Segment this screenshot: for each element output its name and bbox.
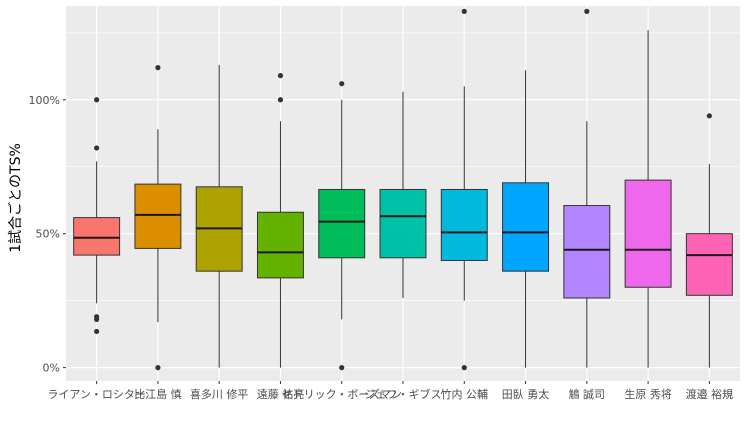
- box-iqr: [502, 182, 550, 272]
- x-tick-label: 竹内 公輔: [441, 387, 489, 401]
- y-tick-label: 50%: [36, 228, 60, 241]
- x-tick-label: 遠藤 祐亮: [257, 387, 305, 401]
- box-iqr: [73, 217, 121, 256]
- outlier-point: [155, 365, 161, 371]
- boxes: [73, 8, 733, 371]
- box-10: [624, 30, 672, 368]
- box-9: [563, 8, 611, 368]
- box-iqr: [440, 188, 488, 261]
- box-8: [502, 70, 550, 368]
- outlier-point: [277, 97, 284, 103]
- outlier-point: [277, 73, 284, 79]
- box-iqr: [318, 188, 366, 259]
- box-7: [440, 8, 488, 371]
- outlier-point: [94, 145, 100, 151]
- outlier-point: [461, 8, 467, 14]
- box-iqr: [134, 183, 182, 249]
- axes: 0% 50% 100% ライアン・ロシター比江島 慎喜多川 修平 遠藤 祐亮セドリック・…: [29, 94, 734, 401]
- outlier-point: [584, 8, 590, 14]
- x-tick-label: 比江島 慎: [134, 387, 182, 401]
- y-axis-title: 1試合ごとのTS%: [8, 143, 24, 253]
- outlier-point: [339, 365, 345, 371]
- outlier-point: [461, 365, 467, 371]
- y-tick-label: 0%: [43, 362, 60, 375]
- outlier-point: [94, 328, 100, 335]
- box-iqr: [624, 179, 672, 288]
- box-iqr: [563, 205, 611, 299]
- outlier-point: [155, 65, 161, 71]
- box-5: [318, 81, 366, 371]
- outlier-point: [339, 81, 345, 87]
- box-iqr: [685, 233, 733, 296]
- outlier-point: [94, 316, 100, 322]
- x-tick-label: ライアン・ロシター: [47, 388, 146, 401]
- y-tick-label: 100%: [29, 94, 60, 107]
- x-tick-label: 喜多川 修平: [190, 387, 249, 401]
- box-3: [195, 64, 243, 368]
- box-iqr: [379, 188, 427, 259]
- box-1: [73, 97, 121, 335]
- x-tick-label: 鵤 誠司: [569, 387, 606, 401]
- outlier-point: [94, 97, 100, 103]
- x-tick-label: 田臥 勇太: [502, 388, 550, 401]
- box-6: [379, 91, 427, 298]
- outlier-point: [706, 113, 712, 119]
- box-11: [685, 113, 733, 368]
- box-4: [256, 73, 304, 368]
- x-tick-label: ジェフ・ギブス: [365, 387, 442, 401]
- box-iqr: [256, 211, 304, 279]
- box-2: [134, 65, 182, 371]
- x-tick-label: 渡邉 裕規: [686, 387, 734, 401]
- x-tick-label: セドリック・ボーズマン: [282, 387, 402, 401]
- x-tick-label: 生原 秀将: [624, 387, 672, 401]
